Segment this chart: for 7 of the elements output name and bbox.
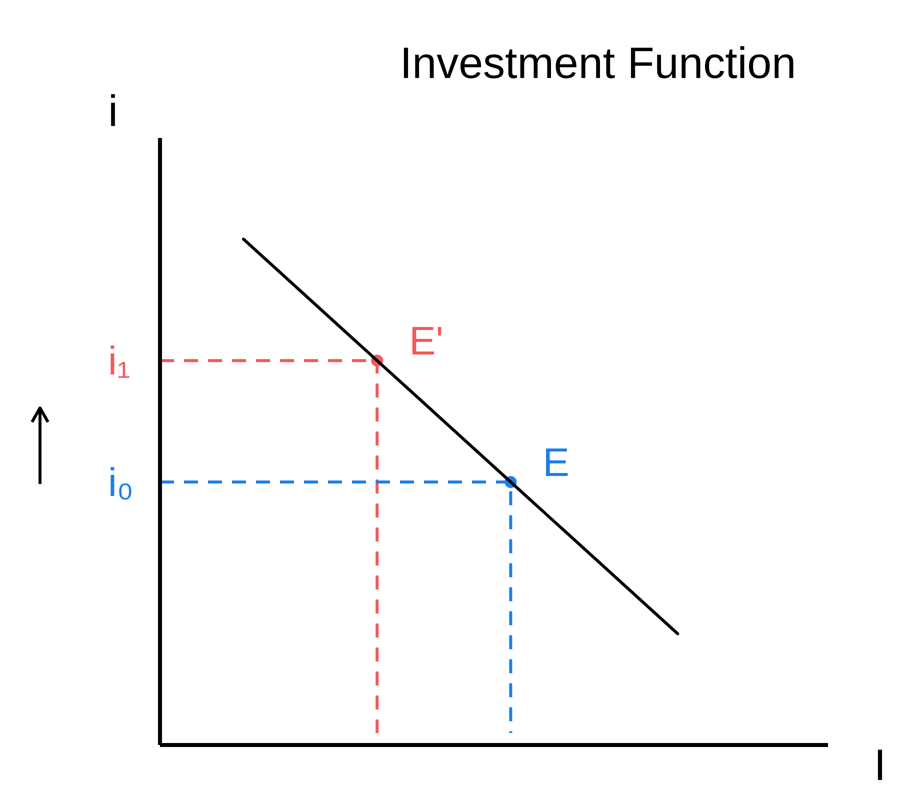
annotation: E (542, 440, 570, 485)
annotation: E' (409, 320, 444, 364)
ref-line-label: i₁ (108, 340, 130, 384)
ref-line-label: i₀ (108, 460, 134, 505)
x-axis-title: I (874, 741, 886, 790)
y-axis-title: i (108, 87, 118, 136)
chart-title: Investment Function (400, 39, 796, 88)
